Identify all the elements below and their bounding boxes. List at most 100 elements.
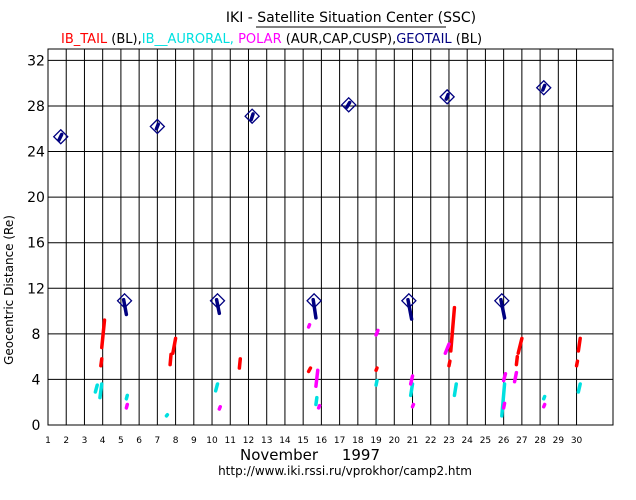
ib-auroral-mark: [124, 393, 130, 401]
x-tick-label: 2: [63, 436, 69, 446]
polar-mark: [374, 328, 380, 337]
x-tick-label: 28: [534, 436, 546, 446]
legend-sep-3: (BL): [452, 32, 482, 47]
x-tick-label: 12: [243, 436, 254, 446]
polar-mark: [410, 402, 416, 409]
ib-auroral-mark: [541, 394, 547, 401]
x-tick-label: 3: [82, 436, 88, 446]
x-tick-label: 17: [334, 436, 345, 446]
y-axis-label: Geocentric Distance (Re): [2, 215, 16, 365]
x-tick-label: 6: [136, 436, 142, 446]
x-tick-label: 19: [370, 436, 382, 446]
geotail-diamond-marker: [306, 292, 323, 309]
x-axis-label: November 1997: [240, 446, 380, 464]
x-tick-label: 18: [352, 436, 364, 446]
legend-item-ib-tail: IB_TAIL: [61, 32, 108, 47]
geotail-mark: [311, 297, 318, 320]
polar-mark: [314, 368, 320, 389]
x-tick-label: 23: [443, 436, 454, 446]
polar-mark: [501, 371, 508, 383]
legend-sep-2: (AUR,CAP,CUSP),: [282, 32, 397, 47]
x-tick-label: 30: [571, 436, 583, 446]
ib-tail-mark: [576, 336, 582, 353]
geotail-mark: [499, 297, 507, 320]
x-ticks: 1 2 3 4 5 6 7 8 9 10 11 12 13 14 15 16 17 18 19 20 21 22 23 24 2…: [45, 436, 582, 446]
x-tick-label: 5: [118, 436, 124, 446]
geotail-mark: [57, 132, 64, 142]
ib-tail-mark: [171, 336, 178, 355]
polar-mark: [512, 370, 519, 384]
ib-tail-mark: [99, 357, 104, 368]
chart-title: IKI - Satellite Situation Center (SSC): [226, 10, 476, 26]
legend-item-polar: POLAR: [234, 32, 282, 47]
polar-mark: [306, 322, 312, 329]
y-ticks: 0 4 8 12 16 20 24 28 32: [27, 53, 45, 434]
ib-tail-mark: [100, 318, 107, 350]
ib-tail-mark: [514, 354, 520, 367]
ib-auroral-mark: [452, 382, 459, 398]
polar-mark: [408, 374, 415, 386]
ib-auroral-mark: [314, 395, 319, 407]
ib-auroral-mark: [374, 378, 379, 387]
source-url: http://www.iki.rssi.ru/vprokhor/camp2.ht…: [218, 464, 472, 478]
ib-auroral-mark: [576, 382, 582, 394]
y-tick-label: 0: [32, 418, 41, 434]
y-tick-label: 20: [27, 190, 45, 206]
x-tick-label: 26: [498, 436, 510, 446]
polar-mark: [541, 402, 547, 409]
legend-item-geotail: GEOTAIL: [396, 32, 452, 47]
ib-auroral-mark: [408, 382, 415, 398]
geotail-diamond-marker: [52, 128, 69, 145]
y-tick-label: 32: [27, 53, 45, 69]
polar-mark: [217, 405, 222, 411]
ib-auroral-mark: [98, 382, 104, 400]
legend: IB_TAIL (BL),IB__AURORAL, POLAR (AUR,CAP…: [61, 32, 482, 47]
grid: [48, 49, 613, 425]
geotail-mark: [541, 83, 547, 92]
plot-frame: [47, 48, 614, 426]
legend-item-ib-auroral: IB__AURORAL,: [142, 32, 234, 47]
ib-tail-mark: [449, 305, 457, 353]
x-tick-label: 9: [191, 436, 197, 446]
ib-tail-mark: [374, 366, 379, 373]
ib-tail-mark: [516, 336, 524, 355]
ib-auroral-mark: [164, 412, 170, 418]
y-tick-label: 8: [32, 327, 41, 343]
y-tick-label: 12: [27, 281, 45, 297]
geotail-diamond-marker: [340, 96, 357, 113]
geotail-diamond-marker: [116, 292, 133, 309]
x-tick-label: 10: [206, 436, 218, 446]
x-tick-label: 24: [461, 436, 473, 446]
x-tick-label: 1: [45, 436, 51, 446]
x-tick-label: 21: [407, 436, 418, 446]
polar-mark: [501, 401, 507, 410]
geotail-diamond-marker: [149, 118, 166, 135]
x-tick-label: 16: [316, 436, 328, 446]
ib-tail-mark: [237, 357, 243, 370]
geotail-diamond-marker: [209, 292, 226, 309]
x-tick-label: 20: [389, 436, 401, 446]
x-tick-label: 27: [516, 436, 527, 446]
x-tick-label: 22: [425, 436, 436, 446]
ib-tail-mark: [447, 359, 452, 368]
ib-auroral-mark: [213, 382, 220, 393]
polar-mark: [443, 342, 451, 355]
x-tick-label: 4: [100, 436, 106, 446]
y-tick-label: 4: [32, 372, 41, 388]
geotail-mark: [345, 100, 352, 109]
geotail-diamond-marker: [493, 292, 510, 309]
ib-tail-mark: [306, 366, 313, 374]
ib-tail-mark: [168, 352, 173, 367]
y-tick-label: 24: [27, 145, 45, 161]
x-tick-label: 13: [261, 436, 272, 446]
geotail-mark: [406, 297, 414, 321]
geotail-mark: [249, 112, 255, 122]
x-tick-label: 8: [173, 436, 179, 446]
geotail-mark: [444, 92, 450, 101]
geotail-diamond-marker: [244, 108, 261, 125]
geotail-mark: [154, 122, 161, 131]
ib-auroral-mark: [500, 382, 507, 418]
data-marks: [52, 79, 582, 418]
x-tick-label: 14: [279, 436, 291, 446]
